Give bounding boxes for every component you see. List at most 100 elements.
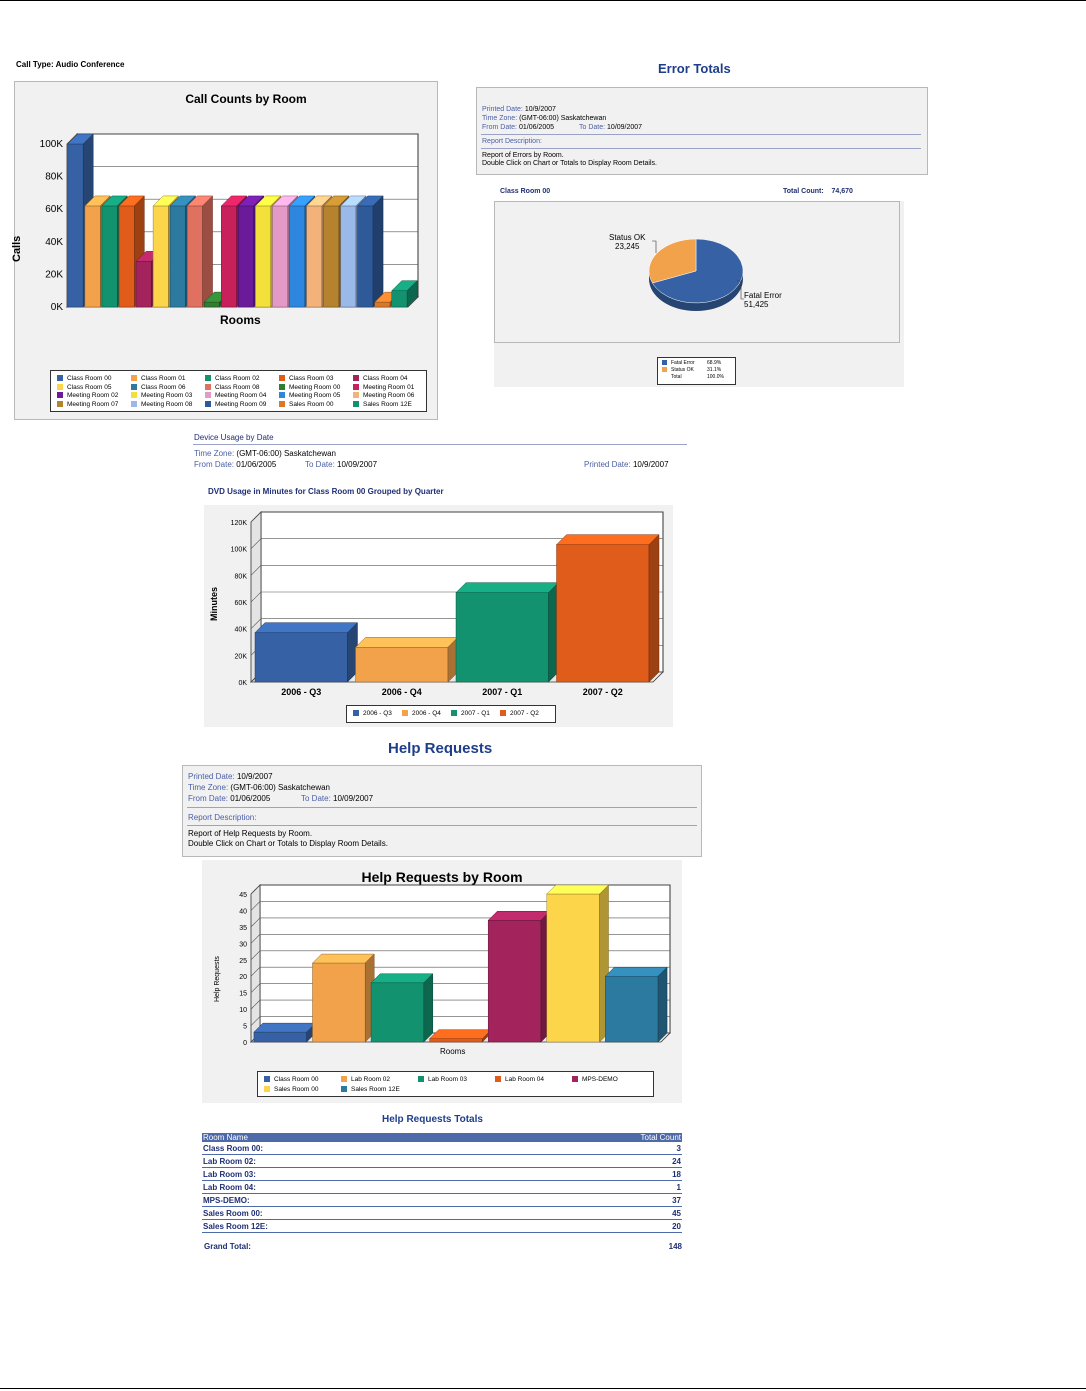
total-count-cell: 45	[495, 1206, 682, 1220]
legend-label: Class Room 03	[289, 375, 334, 382]
bar-class-room-00[interactable]	[253, 1022, 317, 1043]
call-counts-legend: Class Room 00 Class Room 01 Class Room 02 C…	[50, 370, 427, 412]
table-row[interactable]: Sales Room 12E: 20	[202, 1219, 682, 1233]
error-pie-chart	[648, 238, 744, 311]
legend-item-mps-demo: MPS-DEMO	[572, 1076, 618, 1083]
legend-item-meeting-room-01: Meeting Room 01	[353, 383, 414, 391]
y-tick-label: 5	[243, 1024, 247, 1031]
legend-item-meeting-room-06: Meeting Room 06	[353, 392, 414, 399]
legend-swatch	[353, 710, 359, 716]
room-name-cell: Lab Room 02:	[202, 1154, 496, 1168]
time-zone-label: Time Zone:	[188, 783, 229, 792]
legend-swatch	[131, 392, 137, 398]
table-row[interactable]: MPS-DEMO: 37	[202, 1193, 682, 1207]
bar-2006-q3[interactable]	[254, 622, 359, 683]
table-row[interactable]: Lab Room 02: 24	[202, 1154, 682, 1168]
bottom-rule	[0, 1388, 1086, 1389]
legend-item-meeting-room-03: Meeting Room 03	[131, 392, 192, 399]
legend-label: 2006 - Q4	[412, 710, 441, 717]
pie-slice-fatal-error[interactable]	[652, 238, 744, 304]
from-date-label: From Date:	[188, 794, 229, 803]
legend-label: Meeting Room 00	[289, 383, 341, 391]
legend-label: Meeting Room 05	[289, 392, 341, 399]
legend-swatch	[402, 710, 408, 716]
legend-item-2007-q1: 2007 - Q1	[451, 710, 490, 717]
to-date-value: 10/09/2007	[337, 460, 378, 469]
y-tick-label: 60K	[235, 600, 248, 607]
legend-swatch	[279, 392, 285, 398]
table-row[interactable]: Sales Room 00: 45	[202, 1206, 682, 1220]
room-name-cell: Lab Room 03:	[202, 1167, 496, 1181]
legend-swatch	[205, 383, 211, 390]
error-pie-legend: Fatal Error 68.9% Status OK 31.1% Total 100.0…	[657, 357, 736, 385]
y-tick-label: 30	[239, 941, 247, 948]
bar-2007-q2[interactable]	[555, 534, 660, 683]
bar-sales-room-12e[interactable]	[391, 280, 418, 308]
from-date-label: From Date:	[482, 124, 518, 131]
help-chart-title: Help Requests by Room	[361, 869, 523, 885]
legend-item-class-room-08: Class Room 08	[205, 383, 259, 391]
dvd-usage-panel: 120K 100K 80K 60K 40K 20K 0K 2006 - Q3 2006 - Q4…	[204, 505, 673, 727]
legend-label: Sales Room 00	[289, 400, 334, 408]
time-zone-label: Time Zone:	[482, 115, 518, 122]
y-tick-label: 40	[239, 908, 247, 915]
y-tick-label: 20	[239, 974, 247, 981]
legend-label: 2007 - Q1	[461, 710, 490, 717]
y-tick-label: 80K	[45, 172, 63, 183]
y-tick-label: 0K	[51, 302, 64, 313]
y-tick-label: 25	[239, 958, 247, 965]
table-row[interactable]: Lab Room 04: 1	[202, 1180, 682, 1194]
bar-2007-q1[interactable]	[455, 582, 560, 683]
bar-2006-q4[interactable]	[354, 636, 459, 683]
pie-slice-status-ok[interactable]	[648, 238, 697, 284]
time-zone-label: Time Zone:	[194, 449, 235, 458]
y-tick-label: 100K	[40, 139, 64, 150]
call-counts-title: Call Counts by Room	[185, 92, 307, 106]
legend-swatch	[495, 1076, 501, 1082]
report-description-label: Report Description:	[188, 813, 257, 822]
bar-lab-room-03[interactable]	[370, 973, 434, 1043]
legend-swatch	[662, 367, 667, 372]
report-description-line2: Double Click on Chart or Totals to Displ…	[188, 839, 388, 848]
bar-sales-room-12e[interactable]	[604, 966, 668, 1043]
bar-meeting-room-09[interactable]	[357, 195, 384, 308]
legend-item-sales-room-12e: Sales Room 12E	[341, 1086, 400, 1093]
top-rule	[0, 0, 1086, 1]
legend-label: Sales Room 12E	[351, 1086, 400, 1093]
bar-sales-room-00[interactable]	[546, 884, 610, 1043]
help-chart-ylabel: Help Requests	[214, 956, 221, 1002]
divider	[193, 444, 687, 445]
divider	[187, 825, 697, 826]
legend-label: 2006 - Q3	[363, 710, 392, 717]
legend-item-2007-q2: 2007 - Q2	[500, 710, 539, 717]
bar-lab-room-02[interactable]	[311, 953, 375, 1043]
room-name-cell: Sales Room 00:	[202, 1206, 496, 1220]
legend-swatch	[353, 392, 359, 398]
total-count-value: 74,670	[831, 188, 853, 195]
legend-swatch	[341, 1076, 347, 1082]
bar-class-room-08[interactable]	[186, 195, 214, 308]
legend-swatch	[353, 375, 359, 381]
x-tick-label: 2007 - Q2	[583, 687, 623, 697]
dvd-usage-chart: 120K 100K 80K 60K 40K 20K 0K 2006 - Q3 2006 - Q4…	[231, 511, 664, 697]
legend-swatch	[264, 1076, 270, 1082]
to-date-value: 10/09/2007	[333, 794, 374, 803]
legend-swatch	[57, 400, 63, 407]
total-count-cell: 20	[495, 1219, 682, 1233]
report-description-label: Report Description:	[482, 138, 542, 145]
legend-item-meeting-room-00: Meeting Room 00	[279, 383, 341, 391]
table-row[interactable]: Class Room 00: 3	[202, 1142, 682, 1155]
y-tick-label: 60K	[45, 204, 63, 215]
legend-item-class-room-02: Class Room 02	[205, 375, 259, 382]
table-row[interactable]: Lab Room 03: 18	[202, 1167, 682, 1181]
bar-lab-room-04[interactable]	[429, 1029, 492, 1043]
legend-percent: 31.1%	[707, 367, 722, 373]
bar-mps-demo[interactable]	[487, 910, 551, 1043]
legend-swatch	[451, 710, 457, 716]
to-date-label: To Date:	[301, 794, 331, 803]
legend-item-lab-room-02: Lab Room 02	[341, 1076, 390, 1083]
room-name: Class Room 00	[500, 188, 551, 195]
dvd-usage-ylabel: Minutes	[209, 586, 219, 621]
time-zone-value: (GMT-06:00) Saskatchewan	[519, 115, 607, 122]
legend-item-class-room-01: Class Room 01	[131, 375, 185, 382]
